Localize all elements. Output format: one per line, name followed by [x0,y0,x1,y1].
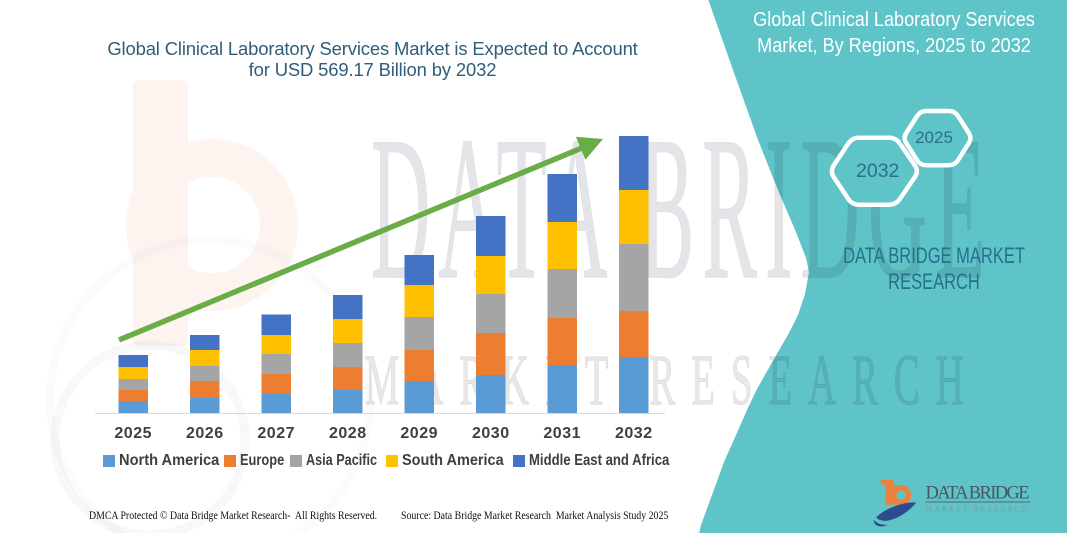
svg-text:DATA BRIDGE: DATA BRIDGE [926,484,1030,504]
svg-text:MARKET RESEARCH: MARKET RESEARCH [926,506,1029,514]
